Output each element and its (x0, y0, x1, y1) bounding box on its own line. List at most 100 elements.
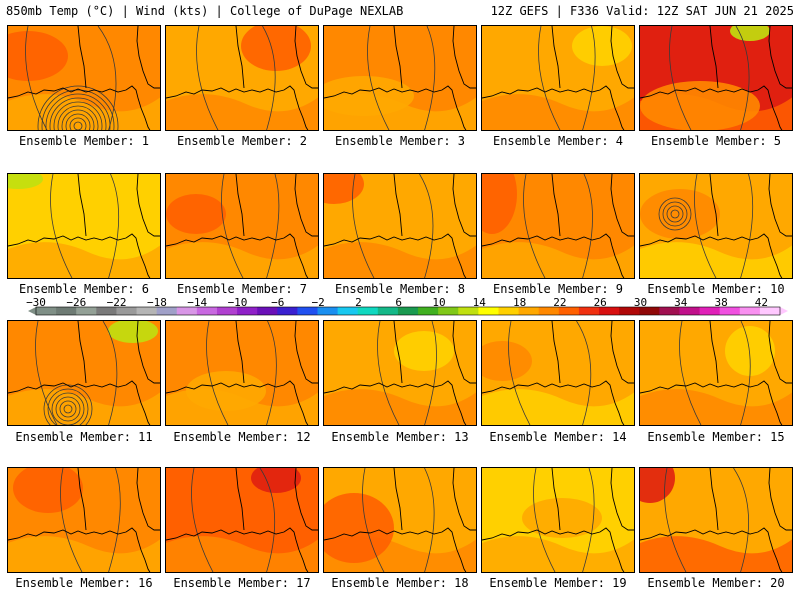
ensemble-map-panel (481, 320, 635, 426)
ensemble-map-panel (165, 173, 319, 279)
colorbar-swatch (337, 307, 359, 315)
temperature-field-map (8, 174, 160, 278)
temperature-field-map (324, 468, 476, 572)
colorbar-swatch (639, 307, 660, 315)
temperature-field-map (640, 321, 792, 425)
colorbar-tick-label: 42 (754, 296, 769, 309)
ensemble-member-caption: Ensemble Member: 6 (18, 282, 150, 296)
temperature-field-map (640, 468, 792, 572)
ensemble-member-caption: Ensemble Member: 4 (492, 134, 624, 148)
temperature-field-map (640, 26, 792, 130)
colorbar-swatch (237, 307, 258, 315)
temperature-field-map (324, 26, 476, 130)
colorbar-swatch (156, 307, 178, 315)
colorbar-swatch (478, 307, 499, 315)
ensemble-map-panel (639, 173, 793, 279)
colorbar-swatch (176, 307, 198, 315)
colorbar-tick-label: 30 (633, 296, 648, 309)
ensemble-map-panel (165, 25, 319, 131)
ensemble-member-caption: Ensemble Member: 14 (489, 430, 627, 444)
colorbar-tick-label: −18 (146, 296, 167, 309)
colorbar-tick-label: 10 (432, 296, 446, 309)
colorbar-tick-label: −22 (106, 296, 127, 309)
colorbar-swatch (498, 307, 520, 315)
colorbar-swatch (277, 307, 298, 315)
colorbar-tick-label: −2 (311, 296, 325, 309)
temperature-field-map (324, 321, 476, 425)
ensemble-map-panel (323, 173, 477, 279)
colorbar-swatch (76, 307, 97, 315)
ensemble-map-panel (639, 320, 793, 426)
colorbar-swatch (759, 307, 781, 315)
ensemble-map-panel (639, 467, 793, 573)
temperature-field-map (166, 321, 318, 425)
ensemble-map-panel (323, 467, 477, 573)
temperature-field-map (166, 26, 318, 130)
temperature-colorbar (28, 306, 788, 316)
colorbar-tick-label: 14 (472, 296, 486, 309)
colorbar-tick-label: −10 (227, 296, 248, 309)
colorbar-swatch (297, 307, 319, 315)
ensemble-member-caption: Ensemble Member: 8 (334, 282, 466, 296)
colorbar-swatch (136, 307, 158, 315)
colorbar-swatch (438, 307, 459, 315)
temperature-field-map (640, 174, 792, 278)
ensemble-member-caption: Ensemble Member: 5 (650, 134, 782, 148)
map-title: 850mb Temp (°C) | Wind (kts) | College o… (6, 4, 404, 18)
colorbar-tick-label: 38 (714, 296, 728, 309)
colorbar-tick-label: 26 (593, 296, 607, 309)
ensemble-member-caption: Ensemble Member: 16 (15, 576, 153, 590)
colorbar-swatch (377, 307, 399, 315)
colorbar-tick-label: 22 (553, 296, 567, 309)
colorbar-swatch (699, 307, 721, 315)
colorbar-swatch (659, 307, 680, 315)
ensemble-member-caption: Ensemble Member: 13 (331, 430, 469, 444)
colorbar-swatch (739, 307, 761, 315)
ensemble-map-panel (165, 467, 319, 573)
colorbar-swatch (56, 307, 77, 315)
colorbar-tick-label: −14 (187, 296, 208, 309)
colorbar-swatch (96, 307, 117, 315)
temperature-field-map (482, 174, 634, 278)
colorbar-swatch (418, 307, 439, 315)
colorbar-right-arrow (780, 307, 788, 315)
ensemble-member-caption: Ensemble Member: 3 (334, 134, 466, 148)
colorbar-swatch (36, 307, 57, 315)
colorbar-swatch (317, 307, 339, 315)
colorbar-swatch (578, 307, 600, 315)
colorbar-swatch (719, 307, 741, 315)
colorbar-swatch (558, 307, 580, 315)
temperature-field-map (8, 321, 160, 425)
ensemble-member-caption: Ensemble Member: 18 (331, 576, 469, 590)
colorbar-swatch (518, 307, 540, 315)
model-run-info: 12Z GEFS | F336 Valid: 12Z SAT JUN 21 20… (490, 4, 794, 18)
ensemble-map-panel (165, 320, 319, 426)
temperature-field-map (166, 174, 318, 278)
colorbar-swatch (599, 307, 620, 315)
ensemble-map-panel (481, 173, 635, 279)
colorbar-swatch (679, 307, 701, 315)
colorbar-swatch (538, 307, 560, 315)
temperature-field-map (324, 174, 476, 278)
ensemble-member-caption: Ensemble Member: 10 (647, 282, 785, 296)
colorbar-swatch (357, 307, 379, 315)
ensemble-member-caption: Ensemble Member: 9 (492, 282, 624, 296)
colorbar-tick-label: 6 (395, 296, 402, 309)
ensemble-member-caption: Ensemble Member: 15 (647, 430, 785, 444)
temperature-field-map (8, 468, 160, 572)
ensemble-map-panel (481, 467, 635, 573)
colorbar-tick-label: 34 (674, 296, 688, 309)
colorbar-swatch (458, 307, 479, 315)
colorbar-swatch (257, 307, 278, 315)
ensemble-member-caption: Ensemble Member: 11 (15, 430, 153, 444)
temperature-field-map (166, 468, 318, 572)
temperature-field-map (482, 468, 634, 572)
ensemble-member-caption: Ensemble Member: 12 (173, 430, 311, 444)
ensemble-member-caption: Ensemble Member: 7 (176, 282, 308, 296)
colorbar-swatch (116, 307, 138, 315)
colorbar-tick-label: −6 (271, 296, 285, 309)
colorbar-swatch (216, 307, 238, 315)
colorbar-tick-label: −26 (66, 296, 87, 309)
ensemble-map-panel (7, 320, 161, 426)
colorbar-swatch (196, 307, 218, 315)
